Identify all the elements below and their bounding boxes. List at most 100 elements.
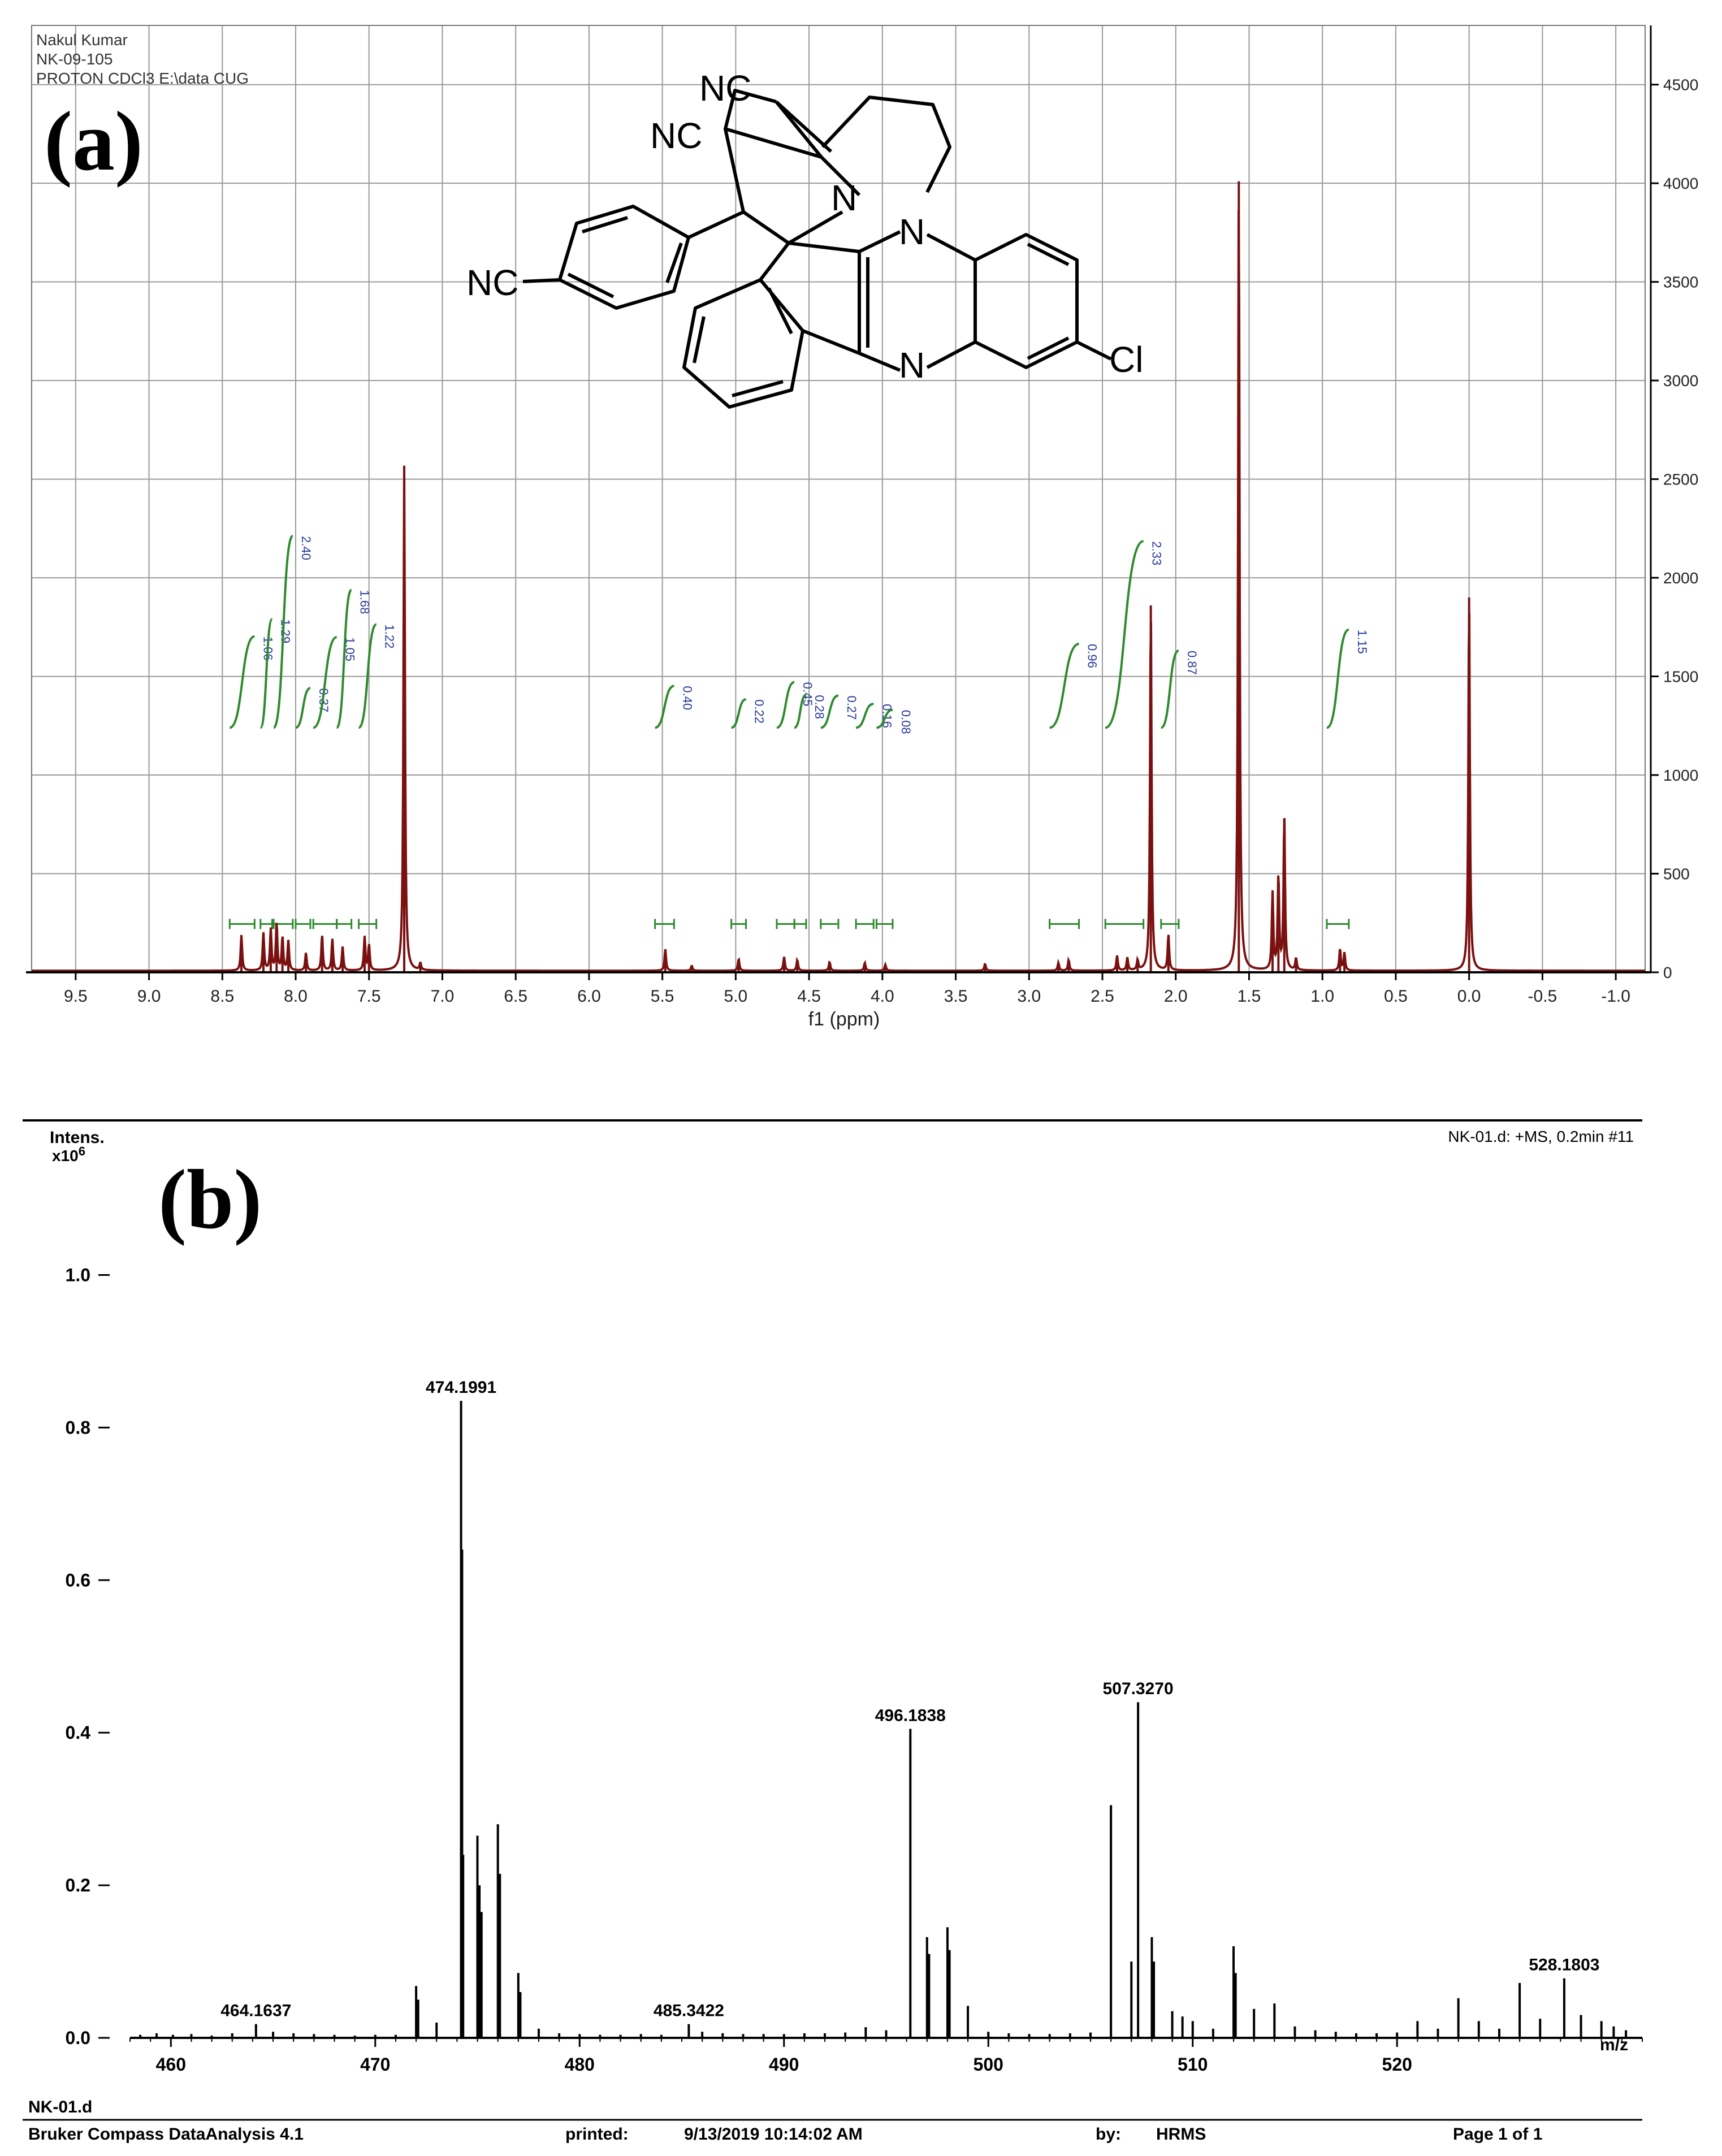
ms-panel: Intens. x106 NK-01.d: +MS, 0.2min #11 (b…	[0, 1108, 1722, 2153]
nmr-y-tick-label: 0	[1663, 964, 1672, 981]
nmr-integral-curve	[1160, 649, 1179, 729]
nmr-integral-curve	[259, 618, 274, 729]
ms-x-unit-label: m/z	[1600, 2036, 1628, 2054]
nmr-integral-curve	[229, 635, 256, 729]
nmr-integral-curve	[313, 636, 338, 729]
nmr-x-tick-label: 1.0	[1310, 987, 1334, 1006]
ms-scan-info: NK-01.d: +MS, 0.2min #11	[1448, 1128, 1634, 1145]
ms-x-tick-label: 510	[1178, 2054, 1208, 2075]
structure-labels: NC NC NC N N N Cl	[466, 68, 1143, 386]
nmr-integral-value: 1.29	[279, 619, 293, 643]
nmr-plot-frame	[31, 25, 1646, 973]
nmr-x-tick-label: 4.5	[797, 987, 821, 1006]
nmr-integral-value: 0.96	[1085, 644, 1100, 668]
nmr-integral-value: 0.27	[845, 696, 859, 720]
ms-y-exponent-base: x10	[52, 1147, 79, 1164]
ms-peak-label: 464.1637	[220, 2002, 291, 2020]
ms-peak-label: 496.1838	[875, 1706, 946, 1725]
nmr-integral-curve	[1326, 628, 1349, 729]
ms-x-tick-label: 460	[156, 2054, 186, 2075]
label-cl: Cl	[1109, 339, 1143, 380]
nmr-x-tick-label: 9.0	[137, 987, 161, 1006]
nmr-x-tick-label: 5.5	[651, 987, 674, 1006]
ms-peak-label: 474.1991	[426, 1378, 496, 1397]
ms-footer-file: NK-01.d	[28, 2098, 92, 2116]
nmr-integral-curve	[655, 685, 675, 729]
nmr-x-tick-label: 2.0	[1164, 987, 1188, 1006]
nmr-spectrum-trace	[32, 210, 1645, 972]
ms-axes: 460 470 480 490 500 510 520 0.0 0.2 0.4 0.6 0.8 1.0	[66, 1265, 1643, 2075]
nmr-x-tick-label: 9.5	[64, 987, 88, 1006]
nmr-header-line-2: NK-09-105	[36, 50, 113, 68]
nmr-y-tick-label: 3500	[1663, 274, 1698, 291]
ms-spectrum-chart: Intens. x106 NK-01.d: +MS, 0.2min #11 (b…	[23, 1119, 1643, 2144]
chemical-structure	[522, 89, 1112, 409]
ms-x-tick-label: 500	[974, 2054, 1003, 2075]
nmr-integral-value: 0.08	[899, 710, 913, 734]
nmr-integral-curve	[776, 681, 795, 729]
nmr-spectrum-chart: 1.061.292.400.371.051.681.220.400.220.45…	[26, 25, 1698, 1030]
nmr-integral-curve	[1105, 540, 1144, 729]
nmr-integral-curve	[295, 687, 311, 729]
ms-y-tick-label: 0.6	[66, 1570, 90, 1590]
ms-peak-labels: 464.1637 474.1991 485.3422 496.1838 507.3270…	[220, 1378, 1599, 2020]
nmr-x-tick-label: -0.5	[1528, 987, 1557, 1006]
nmr-integral-curve	[855, 703, 874, 729]
nmr-integral-curve	[1049, 643, 1080, 729]
nmr-grid	[31, 25, 1646, 973]
nmr-integral-curve	[358, 623, 377, 729]
ms-y-tick-label: 0.8	[66, 1417, 90, 1438]
nmr-integral-curve	[876, 708, 893, 729]
nmr-x-tick-label: 2.5	[1091, 987, 1114, 1006]
ms-y-exponent: x106	[52, 1144, 85, 1164]
nmr-integral-value: 1.68	[358, 590, 372, 614]
nmr-x-tick-label: 6.0	[577, 987, 601, 1006]
ms-footer-page: Page 1 of 1	[1453, 2125, 1542, 2144]
nmr-y-tick-label: 2000	[1663, 569, 1698, 587]
nmr-integral-value: 0.22	[752, 699, 767, 724]
nmr-integrals: 1.061.292.400.371.051.681.220.400.220.45…	[228, 535, 1369, 929]
nmr-x-tick-label: 3.0	[1017, 987, 1041, 1006]
ms-footer-printed-label: printed:	[565, 2125, 629, 2144]
label-nc-top: NC	[699, 68, 751, 109]
ms-y-tick-label: 0.0	[66, 2028, 90, 2048]
nmr-integral-value: 0.87	[1185, 651, 1199, 675]
ms-x-tick-label: 520	[1382, 2054, 1412, 2075]
ms-x-tick-label: 470	[360, 2054, 390, 2075]
ms-y-tick-label: 0.2	[66, 1875, 90, 1895]
ms-footer-software: Bruker Compass DataAnalysis 4.1	[28, 2125, 304, 2144]
nmr-y-tick-label: 4000	[1663, 175, 1698, 192]
label-nc-left: NC	[466, 262, 518, 303]
nmr-integral-curve	[794, 694, 807, 729]
ms-x-tick-label: 490	[769, 2054, 799, 2075]
nmr-header-line-3: PROTON CDCl3 E:\data CUG	[36, 70, 249, 87]
nmr-y-tick-label: 2500	[1663, 471, 1698, 488]
nmr-integral-curve	[820, 694, 839, 729]
ms-peak-label: 507.3270	[1103, 1679, 1174, 1698]
nmr-integral-value: 0.40	[680, 686, 694, 710]
nmr-x-tick-label: 3.5	[944, 987, 968, 1006]
label-n-pyrazine-bottom: N	[899, 345, 925, 386]
label-n-pyrazine-top: N	[899, 211, 925, 252]
nmr-x-tick-label: 7.0	[431, 987, 455, 1006]
nmr-y-tick-label: 3000	[1663, 372, 1698, 389]
nmr-x-axis-label: f1 (ppm)	[808, 1008, 880, 1030]
nmr-y-tick-label: 1000	[1663, 767, 1698, 784]
ms-x-tick-label: 480	[565, 2054, 595, 2075]
nmr-panel: 1.06 1.29 2.40 0.37 1.05 1.68 1.22 0.40 0.22 0.45…	[0, 0, 1722, 1063]
nmr-y-tick-label: 1500	[1663, 668, 1698, 686]
ms-peaks	[139, 1401, 1628, 2038]
nmr-y-tick-label: 500	[1663, 865, 1690, 883]
label-nc-mid: NC	[650, 115, 702, 156]
nmr-integral-value: 0.28	[812, 695, 827, 719]
ms-peak-label: 485.3422	[654, 2002, 724, 2020]
nmr-integral-curve	[335, 588, 353, 729]
nmr-x-tick-label: 1.5	[1238, 987, 1261, 1006]
nmr-x-tick-label: 4.0	[871, 987, 894, 1006]
nmr-x-tick-label: 6.5	[504, 987, 527, 1006]
nmr-integral-value: 2.33	[1150, 541, 1164, 565]
ms-peak-label: 528.1803	[1529, 1956, 1599, 1975]
nmr-integral-value: 1.22	[383, 625, 397, 649]
ms-panel-label: (b)	[158, 1153, 262, 1246]
nmr-header-line-1: Nakul Kumar	[36, 31, 128, 49]
